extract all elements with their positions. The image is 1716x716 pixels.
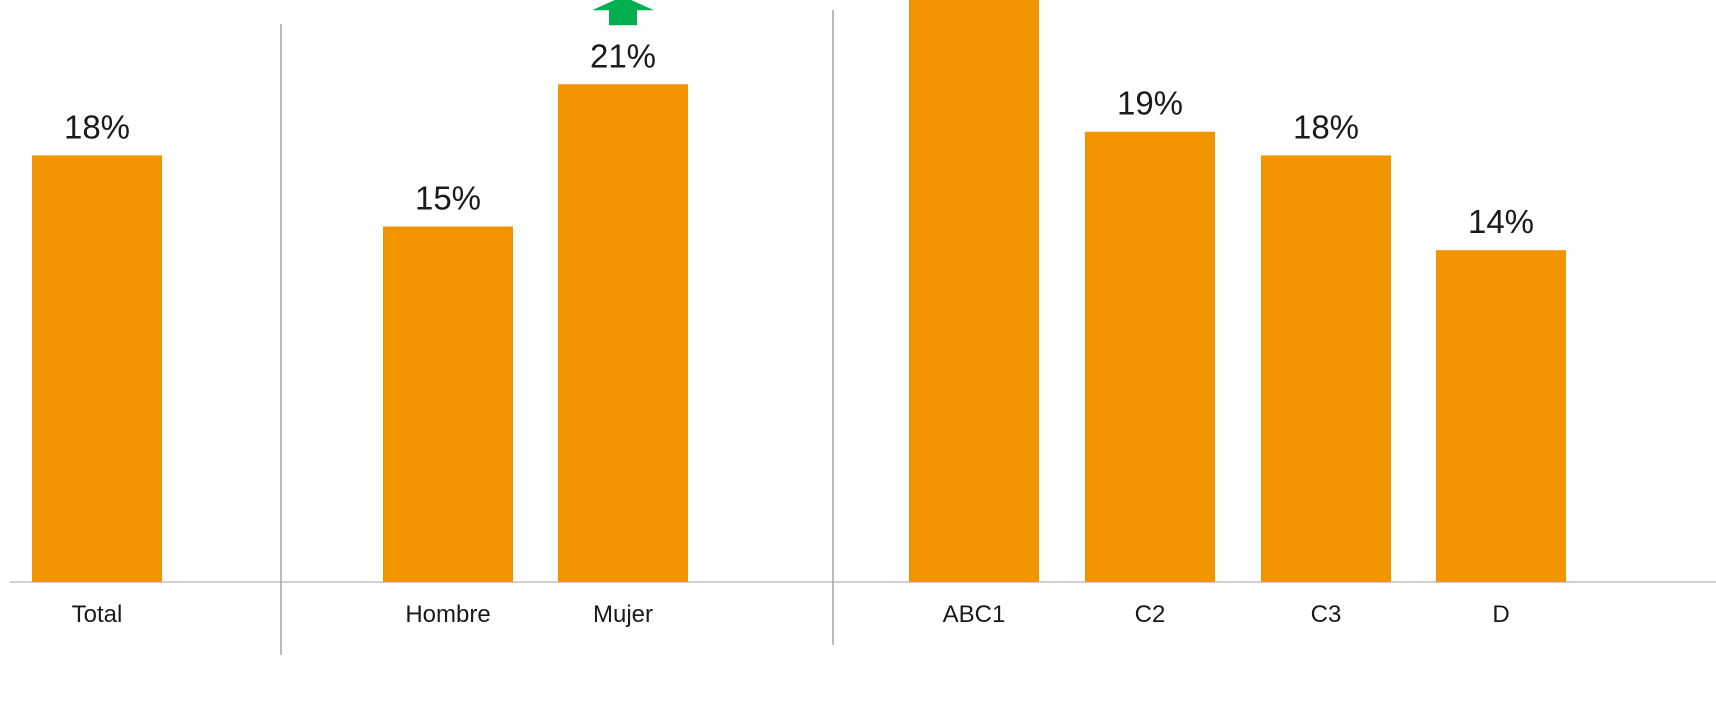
bar-c3 xyxy=(1261,155,1391,582)
category-label-total: Total xyxy=(72,601,123,628)
bar-hombre xyxy=(383,226,513,582)
category-label-abc1: ABC1 xyxy=(943,601,1006,628)
data-label-c3: 18% xyxy=(1293,108,1359,145)
bar-total xyxy=(32,155,162,582)
bar-c2 xyxy=(1085,131,1215,582)
category-label-hombre: Hombre xyxy=(405,601,490,628)
data-label-c2: 19% xyxy=(1117,85,1183,122)
data-label-mujer: 21% xyxy=(590,37,656,74)
category-label-mujer: Mujer xyxy=(593,601,653,628)
data-label-total: 18% xyxy=(64,108,130,145)
category-label-d: D xyxy=(1492,601,1509,628)
up-arrow-icon xyxy=(592,0,654,26)
data-label-d: 14% xyxy=(1468,203,1534,240)
category-label-c3: C3 xyxy=(1311,601,1342,628)
bar-mujer xyxy=(558,84,688,583)
data-label-hombre: 15% xyxy=(415,180,481,217)
category-label-c2: C2 xyxy=(1135,601,1166,628)
bar-abc1 xyxy=(909,0,1039,583)
bar-d xyxy=(1436,250,1566,582)
